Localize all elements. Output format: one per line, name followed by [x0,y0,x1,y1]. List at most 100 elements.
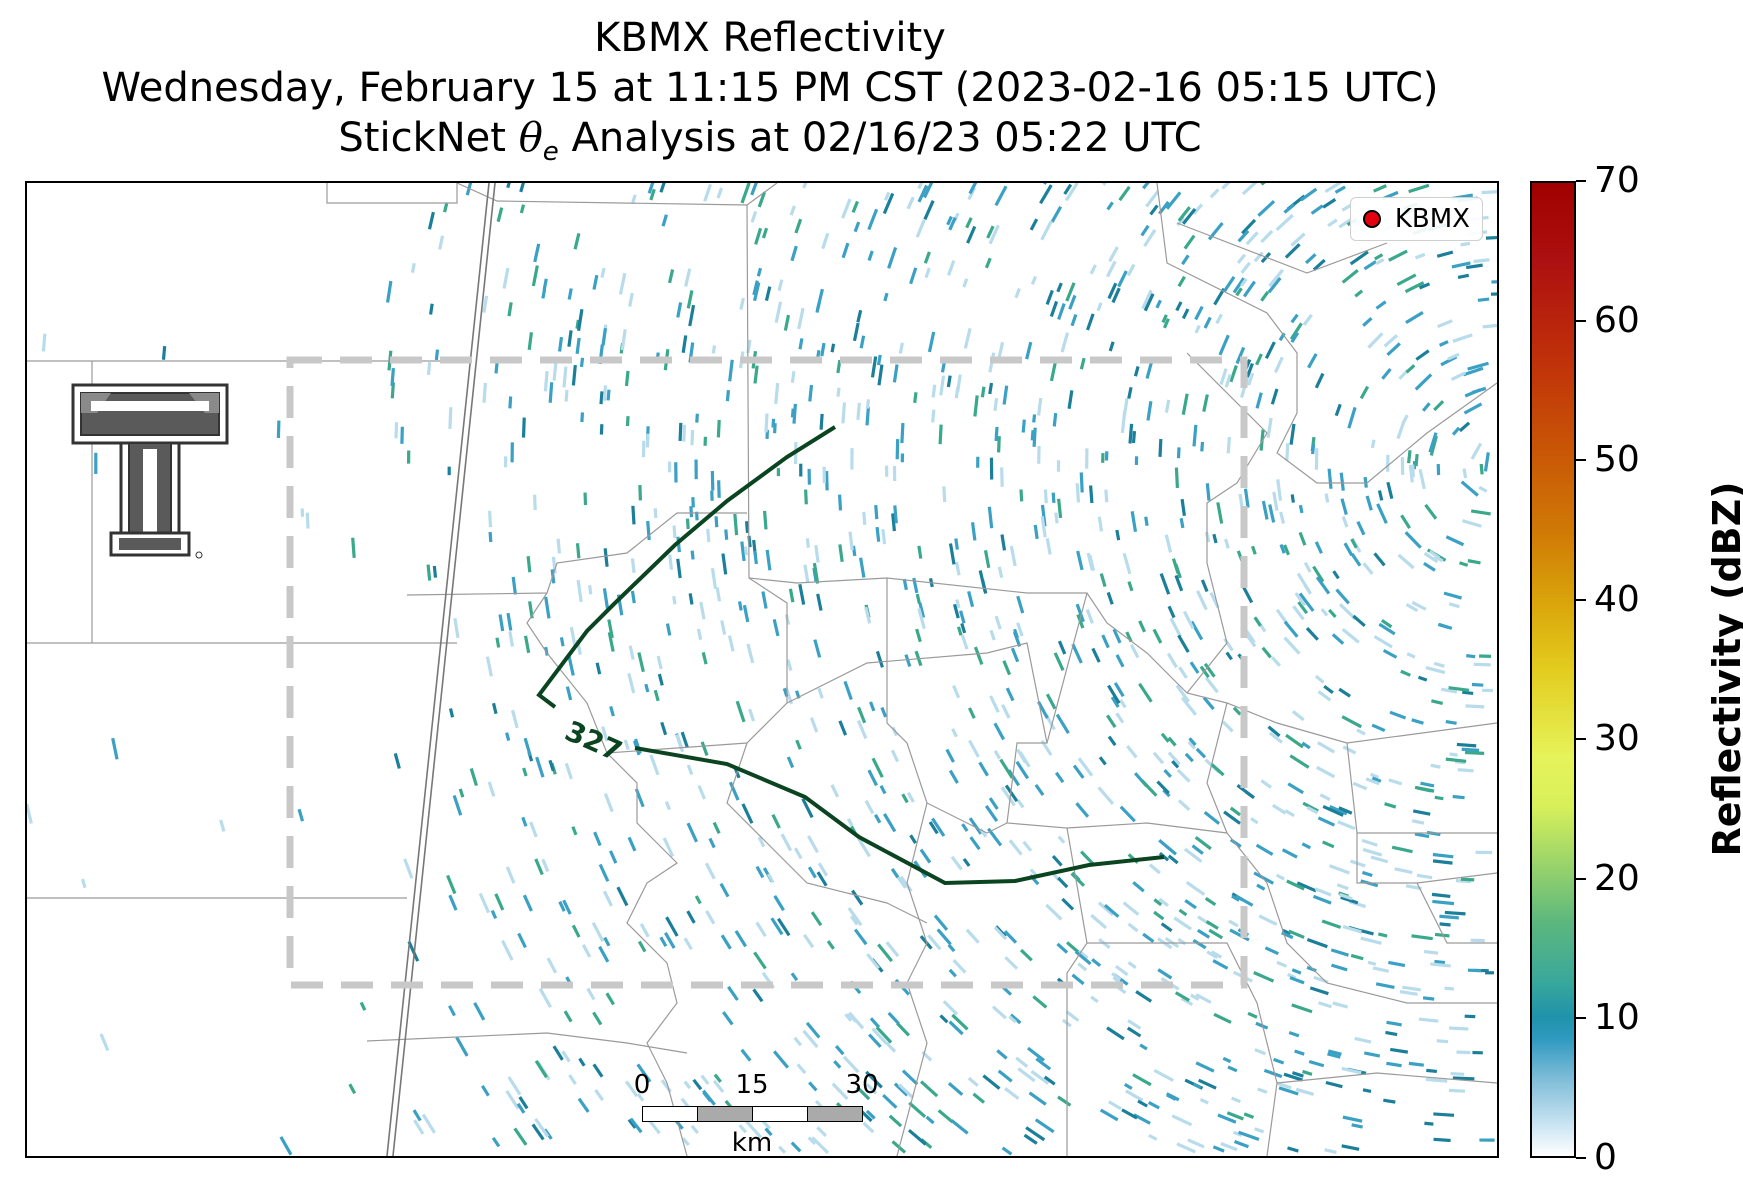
echo-pixel [846,818,854,827]
echo-pixel [1240,261,1251,274]
echo-pixel [699,601,706,620]
echo-pixel [668,461,672,473]
echo-pixel [788,588,795,603]
echo-pixel [697,785,706,800]
echo-pixel [892,466,897,481]
echo-pixel [695,413,699,423]
echo-pixel [1281,848,1298,859]
echo-pixel [1363,476,1368,488]
echo-pixel [1135,990,1153,1003]
echo-pixel [1227,1065,1238,1073]
echo-pixel [1008,839,1023,856]
echo-pixel [766,873,775,884]
echo-pixel [1098,756,1107,766]
echo-pixel [764,413,769,433]
echo-pixel [1060,332,1070,353]
echo-pixel [505,866,516,884]
echo-pixel [1205,483,1211,501]
echo-pixel [1477,297,1490,302]
echo-pixel [1414,453,1419,467]
echo-pixel [521,417,526,438]
echo-pixel [99,1033,110,1052]
echo-pixel [577,1097,590,1113]
echo-pixel [1417,675,1428,682]
echo-pixel [967,590,975,608]
echo-pixel [883,292,889,302]
county-line [27,183,458,362]
echo-pixel [1405,364,1416,374]
echo-pixel [1405,603,1419,613]
echo-pixel [1450,371,1466,381]
echo-pixel [1247,1011,1258,1019]
echo-pixel [490,909,498,920]
echo-pixel [1158,897,1169,907]
echo-pixel [719,882,730,898]
echo-pixel [821,232,830,250]
echo-pixel [989,695,1000,713]
radar-site-marker-icon [1362,210,1381,228]
echo-pixel [482,382,487,403]
county-boundaries [27,183,1497,1156]
echo-pixel [694,459,698,480]
echo-pixel [1202,394,1209,412]
echo-pixel [844,1013,853,1022]
echo-pixel [900,422,905,444]
echo-pixel [426,362,432,375]
echo-pixel [94,452,98,474]
echo-pixel [1001,1146,1013,1156]
echo-pixel [1451,261,1471,269]
echo-pixel [909,834,917,844]
echo-pixel [1231,894,1240,902]
echo-pixel [1470,442,1483,460]
echo-pixel [1337,820,1356,831]
echo-pixel [1016,799,1025,809]
echo-pixel [1283,203,1296,214]
echo-pixel [956,626,963,636]
echo-pixel [577,309,584,331]
county-line [456,183,778,206]
echo-pixel [1425,1077,1448,1083]
echo-pixel [469,768,478,787]
echo-pixel [533,494,537,511]
echo-pixel [527,332,534,351]
echo-pixel [988,797,999,810]
echo-pixel [1149,204,1159,216]
echo-pixel [1017,1067,1036,1083]
echo-pixel [534,1117,550,1138]
echo-pixel [1140,779,1158,797]
echo-pixel [1437,319,1453,329]
echo-pixel [448,894,458,911]
echo-pixel [933,914,949,931]
echo-pixel [1402,985,1422,992]
echo-pixel [511,576,517,595]
echo-pixel [1445,535,1465,547]
echo-pixel [1245,231,1259,246]
echo-pixel [803,564,810,584]
echo-pixel [1322,840,1335,849]
echo-pixel [771,814,781,829]
echo-pixel [1155,299,1162,309]
echo-pixel [967,187,977,201]
echo-pixel [1350,552,1362,567]
echo-pixel [1302,1069,1313,1076]
echo-pixel [924,267,931,279]
echo-pixel [678,422,683,442]
echo-pixel [1284,243,1301,259]
echo-pixel [400,426,404,444]
echo-pixel [1431,892,1451,899]
echo-pixel [1433,400,1445,412]
echo-pixel [1331,633,1345,645]
echo-pixel [1065,1010,1080,1022]
radar-map[interactable]: 327 KBMX 0 15 30 km [25,181,1499,1158]
county-line [886,578,1008,834]
echo-pixel [1101,453,1105,463]
echo-pixel [1145,190,1160,208]
echo-pixel [1285,733,1304,749]
echo-pixel [1418,282,1431,290]
echo-pixel [874,814,882,824]
echo-pixel [1054,771,1065,784]
echo-pixel [968,817,983,835]
echo-pixel [1465,704,1485,709]
echo-pixel [1400,457,1405,475]
echo-pixel [1057,640,1067,655]
